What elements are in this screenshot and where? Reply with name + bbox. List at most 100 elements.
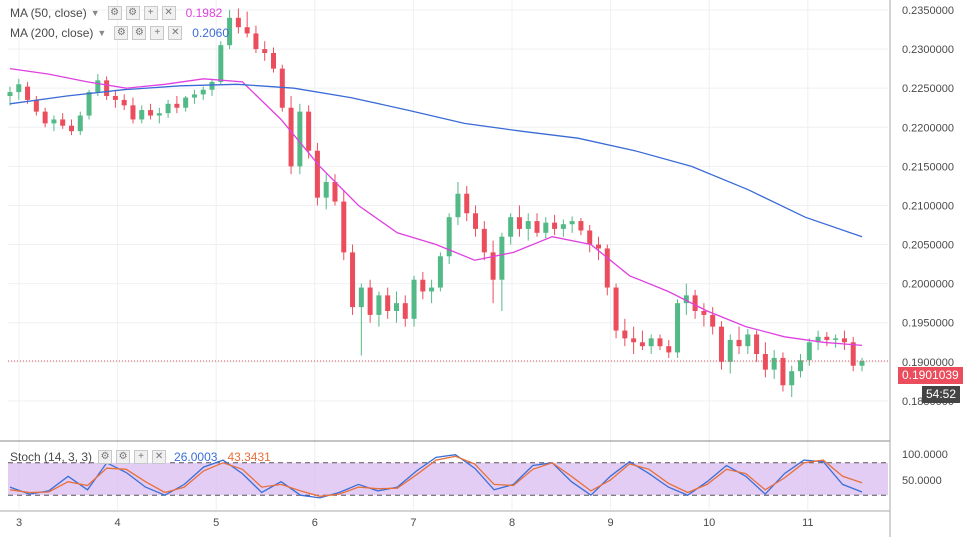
candle-body — [718, 326, 724, 362]
candle-body — [7, 92, 13, 96]
candle-body — [358, 287, 364, 308]
candle-body — [657, 338, 663, 347]
candle-body — [148, 110, 154, 116]
candle-body — [613, 287, 619, 331]
price-tick-label: 0.2250000 — [902, 83, 954, 95]
stoch-legend-label: Stoch (14, 3, 3) — [10, 450, 93, 464]
candle-body — [253, 33, 259, 50]
candle-body — [130, 105, 136, 120]
format-icon[interactable]: ⚙ — [116, 450, 131, 464]
candle-body — [692, 295, 698, 311]
candle-body — [297, 111, 303, 167]
chevron-down-icon[interactable]: ▼ — [97, 28, 107, 38]
candle-body — [104, 80, 110, 96]
candle-body — [754, 334, 760, 354]
candle-body — [86, 92, 92, 116]
candle-body — [402, 303, 408, 319]
settings-icon[interactable]: ⚙ — [98, 450, 113, 464]
candle-body — [200, 89, 206, 95]
candle-body — [437, 256, 443, 288]
settings-icon[interactable]: ⚙ — [114, 26, 129, 40]
candle-body — [235, 17, 241, 28]
candle-body — [271, 53, 277, 69]
candle-body — [429, 287, 435, 292]
candle-body — [780, 357, 786, 386]
candle-body — [850, 342, 856, 366]
candle-body — [675, 303, 681, 353]
candle-body — [552, 222, 558, 229]
candle-body — [587, 230, 593, 245]
candle-body — [385, 295, 391, 311]
add-icon[interactable]: + — [134, 450, 149, 464]
candle-body — [560, 224, 566, 229]
candle-body — [218, 45, 224, 82]
candle-body — [622, 330, 628, 339]
candle-body — [165, 103, 171, 114]
ma200-legend[interactable]: MA (200, close) ▼ ⚙ ⚙ + ✕ 0.2060 — [10, 24, 229, 42]
candle-body — [446, 217, 452, 257]
candle-body — [262, 49, 268, 53]
price-tick-label: 0.2100000 — [902, 200, 954, 212]
candle-body — [508, 217, 514, 237]
candle-body — [595, 244, 601, 249]
candle-body — [710, 314, 716, 327]
time-tick-label: 11 — [802, 517, 813, 529]
candle-body — [121, 99, 127, 106]
time-tick-label: 9 — [608, 517, 614, 529]
add-icon[interactable]: + — [150, 26, 165, 40]
candle-body — [701, 311, 707, 315]
ma50-legend[interactable]: MA (50, close) ▼ ⚙ ⚙ + ✕ 0.1982 — [10, 4, 222, 22]
candle-body — [833, 338, 839, 340]
candle-body — [288, 107, 294, 167]
candle-body — [25, 86, 31, 100]
add-icon[interactable]: + — [143, 6, 158, 20]
stoch-d-line — [9, 455, 863, 497]
time-tick-label: 8 — [509, 517, 515, 529]
settings-icon[interactable]: ⚙ — [107, 6, 122, 20]
candle-body — [569, 221, 575, 225]
stoch-tick-label: 100.0000 — [902, 449, 948, 461]
candle-body — [191, 94, 197, 98]
ma200-line — [9, 83, 863, 238]
candle-body — [156, 113, 162, 116]
stoch-k-value: 26.0003 — [174, 450, 218, 464]
candle-body — [815, 336, 821, 343]
candle-body — [666, 346, 672, 353]
candle-body — [499, 236, 505, 280]
chevron-down-icon[interactable]: ▼ — [90, 8, 100, 18]
price-tick-label: 0.2300000 — [902, 44, 954, 56]
stoch-k-line — [9, 454, 863, 499]
candle-body — [481, 228, 487, 253]
price-tick-label: 0.2150000 — [902, 161, 954, 173]
ma50-value: 0.1982 — [185, 6, 223, 20]
candle-body — [648, 338, 654, 347]
close-icon[interactable]: ✕ — [168, 26, 183, 40]
candle-body — [543, 222, 549, 233]
candle-body — [77, 115, 83, 132]
ma200-value: 0.2060 — [192, 26, 229, 40]
price-tick-label: 0.1950000 — [902, 318, 954, 330]
time-tick-label: 7 — [410, 517, 416, 529]
format-icon[interactable]: ⚙ — [132, 26, 147, 40]
stoch-d-value: 43.3431 — [227, 450, 271, 464]
ma50-line — [9, 67, 863, 347]
candle-body — [578, 221, 584, 231]
candle-body — [68, 125, 74, 132]
candle-body — [42, 111, 48, 124]
candle-body — [789, 371, 795, 386]
candle-body — [332, 182, 338, 202]
ma50-legend-label: MA (50, close) — [10, 6, 87, 20]
stoch-tick-label: 50.0000 — [902, 475, 942, 487]
format-icon[interactable]: ⚙ — [125, 6, 140, 20]
close-icon[interactable]: ✕ — [161, 6, 176, 20]
stoch-legend[interactable]: Stoch (14, 3, 3) ⚙ ⚙ + ✕ 26.0003 43.3431 — [10, 450, 271, 464]
price-tick-label: 0.1900000 — [902, 357, 954, 369]
time-tick-label: 10 — [703, 517, 715, 529]
close-icon[interactable]: ✕ — [152, 450, 167, 464]
candle-body — [393, 303, 399, 311]
candle-body — [525, 221, 531, 229]
candle-body — [16, 84, 22, 93]
time-tick-label: 6 — [312, 517, 318, 529]
